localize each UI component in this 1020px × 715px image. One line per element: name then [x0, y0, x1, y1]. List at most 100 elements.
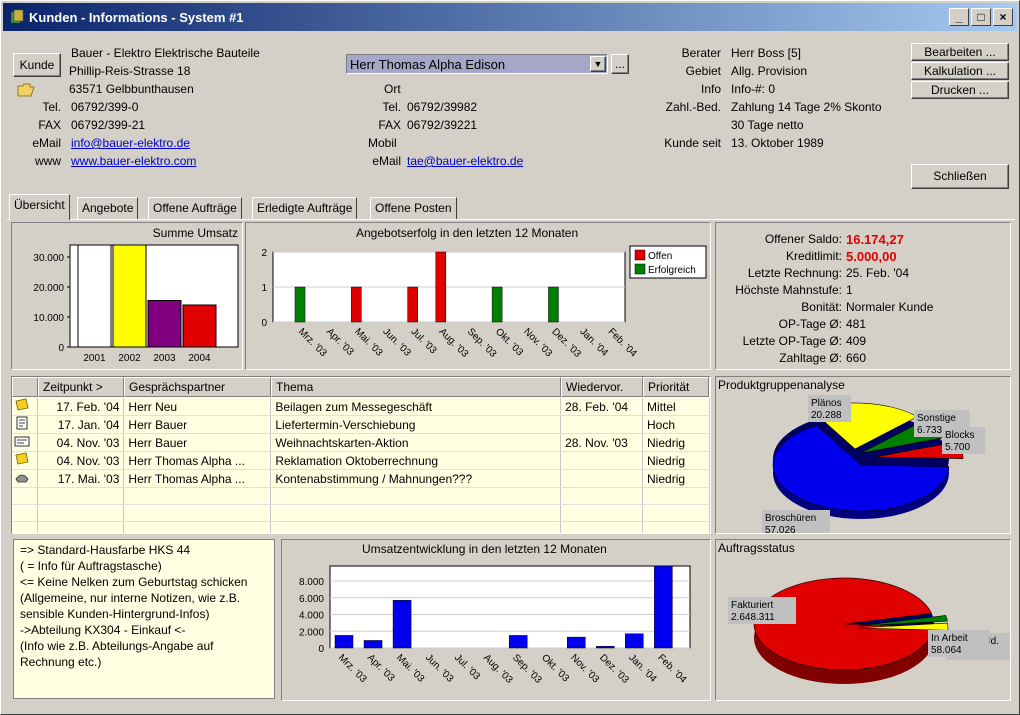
table-cell: [37, 487, 125, 505]
chevron-down-icon[interactable]: ▼: [590, 56, 606, 72]
table-row[interactable]: [12, 521, 710, 533]
table-header-partner[interactable]: Gesprächspartner: [124, 377, 271, 397]
pie-slice: [772, 424, 950, 512]
tab-offene-posten[interactable]: Offene Posten: [370, 197, 457, 219]
x-tick-label: Aug. '03: [437, 326, 471, 360]
contact-select[interactable]: Herr Thomas Alpha Edison ▼: [346, 54, 608, 74]
folder-open-icon[interactable]: [17, 83, 35, 97]
pie-label: 6.733: [917, 425, 942, 436]
window-title: Kunden - Informations - System #1: [29, 10, 244, 25]
note-icon: [12, 398, 39, 416]
table-cell: Herr Neu: [123, 398, 272, 416]
x-tick-label: Jul. '03: [452, 652, 482, 682]
y-tick-label: 0: [261, 318, 267, 329]
customer-www-link[interactable]: www.bauer-elektro.com: [71, 154, 197, 168]
pie-slice: [857, 615, 948, 627]
kunde-button[interactable]: Kunde: [13, 53, 61, 77]
app-icon: [11, 9, 24, 23]
saldo-label: Letzte OP-Tage Ø:: [742, 334, 842, 348]
table-cell: 28. Feb. '04: [560, 398, 644, 416]
table-header-zeitpunkt[interactable]: Zeitpunkt >: [38, 377, 124, 397]
tel-label: Tel.: [42, 100, 61, 114]
x-tick-label: Feb. '04: [655, 652, 688, 685]
contact-email-link[interactable]: tae@bauer-elektro.de: [407, 154, 524, 168]
maximize-button[interactable]: □: [971, 8, 991, 26]
close-button[interactable]: ×: [993, 8, 1013, 26]
kunde-seit-label: Kunde seit: [664, 136, 721, 150]
tab-angebote[interactable]: Angebote: [77, 197, 139, 219]
bar: [407, 286, 418, 323]
saldo-value: 481: [846, 317, 867, 331]
table-cell: [560, 469, 644, 488]
table-cell: Reklamation Oktoberrechnung: [270, 451, 562, 470]
table-row[interactable]: [12, 504, 710, 522]
table-cell: Weihnachtskarten-Aktion: [270, 433, 562, 452]
y-tick-label: 20.000: [33, 283, 64, 294]
contact-more-button[interactable]: ...: [611, 54, 629, 74]
drucken-button[interactable]: Drucken ...: [911, 81, 1009, 99]
minimize-button[interactable]: _: [949, 8, 969, 26]
table-header-thema[interactable]: Thema: [271, 377, 561, 397]
table-row[interactable]: 04. Nov. '03 Herr Bauer Weihnachtskarten-A…: [12, 433, 710, 452]
x-tick-label: Jun. '03: [423, 652, 456, 685]
customer-city: 63571 Gelbbunthausen: [69, 82, 194, 96]
tab-offene-auftraege[interactable]: Offene Aufträge: [148, 197, 242, 219]
x-tick-label: Sep. '03: [510, 652, 544, 686]
table-cell: [12, 521, 39, 533]
bar: [654, 565, 673, 649]
x-tick-label: 2003: [153, 353, 176, 364]
tab-uebersicht[interactable]: Übersicht: [9, 194, 70, 220]
bar: [112, 244, 147, 348]
note-line: sensible Kunden-Hintergrund-Infos): [20, 607, 210, 621]
table-cell: [270, 521, 562, 533]
label-box: [942, 427, 986, 454]
contact-fax: 06792/39221: [407, 118, 478, 132]
mobil-label: Mobil: [368, 136, 397, 150]
title-bar[interactable]: Kunden - Informations - System #1 _ □ ×: [3, 3, 1017, 31]
kalkulation-button[interactable]: Kalkulation ...: [911, 62, 1009, 80]
info-label: Info: [700, 82, 721, 96]
table-row[interactable]: 17. Feb. '04 Herr Neu Beilagen zum Messege…: [12, 398, 710, 416]
y-tick-label: 4.000: [299, 611, 324, 622]
x-tick-label: Mrz. '03: [336, 652, 369, 685]
table-row[interactable]: 04. Nov. '03 Herr Thomas Alpha ... Reklama…: [12, 451, 710, 470]
saldo-value: 1: [846, 283, 853, 297]
bar: [182, 304, 217, 348]
table-row[interactable]: 17. Mai. '03 Herr Thomas Alpha ... Kontena…: [12, 469, 710, 488]
pie-label: 2.648.311: [731, 612, 775, 623]
contact-fax-label: FAX: [378, 118, 401, 132]
table-cell: Herr Thomas Alpha ...: [123, 469, 272, 488]
x-tick-label: Okt. '03: [493, 326, 525, 358]
legend-label: Offen: [648, 251, 672, 262]
note-line: (Allgemeine, nur interne Notizen, wie z.…: [20, 591, 241, 605]
customer-fax: 06792/399-21: [71, 118, 146, 132]
label-box: [928, 630, 990, 657]
x-tick-label: Dez. '03: [597, 652, 631, 686]
table-cell: [12, 504, 39, 522]
gebiet-value: Allg. Provision: [731, 64, 808, 78]
table-row[interactable]: [12, 487, 710, 505]
bearbeiten-button[interactable]: Bearbeiten ...: [911, 43, 1009, 61]
umsatzentwicklung-panel: Umsatzentwicklung in den letzten 12 Mona…: [281, 539, 711, 701]
tab-erledigte-auftraege[interactable]: Erledigte Aufträge: [252, 197, 358, 219]
table-header-icon[interactable]: [12, 377, 38, 397]
y-tick-label: 2: [261, 248, 267, 259]
table-header-prioritaet[interactable]: Priorität: [643, 377, 709, 397]
chart-title: Produktgruppenanalyse: [718, 378, 845, 392]
x-tick-label: Apr. '03: [324, 326, 356, 358]
table-cell: [12, 487, 39, 505]
note-line: <= Keine Nelken zum Geburtstag schicken: [20, 575, 248, 589]
notes-box[interactable]: => Standard-Hausfarbe HKS 44 ( = Info für…: [13, 539, 275, 699]
x-tick-label: Apr. '03: [365, 652, 397, 684]
table-cell: 17. Jan. '04: [37, 415, 125, 434]
pie-label: Blocks: [945, 430, 974, 441]
table-header-wiedervor[interactable]: Wiedervor.: [561, 377, 643, 397]
pie-label: 20.288: [811, 410, 842, 421]
table-row[interactable]: 17. Jan. '04 Herr Bauer Liefertermin-Versc…: [12, 415, 710, 434]
y-tick-label: 30.000: [33, 253, 64, 264]
x-tick-label: Mai. '03: [394, 652, 427, 685]
table-cell: 28. Nov. '03: [560, 433, 644, 452]
schliessen-button[interactable]: Schließen: [911, 164, 1009, 189]
kunde-seit-value: 13. Oktober 1989: [731, 136, 824, 150]
customer-email-link[interactable]: info@bauer-elektro.de: [71, 136, 190, 150]
